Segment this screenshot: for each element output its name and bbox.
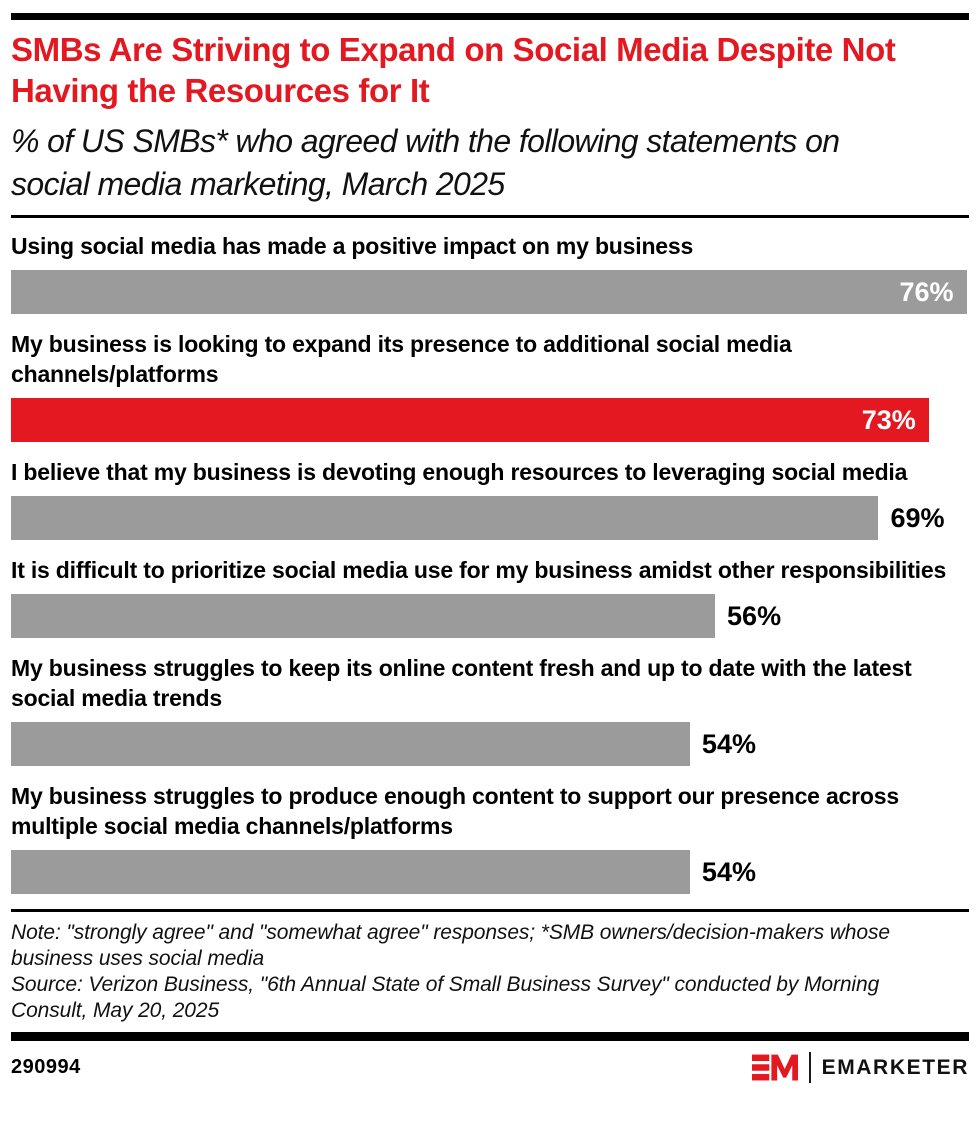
bar-row: My business struggles to produce enough … (11, 781, 969, 894)
bar (11, 722, 690, 766)
bar-label: Using social media has made a positive i… (11, 233, 694, 259)
bar (11, 496, 879, 540)
footnotes: Note: "strongly agree" and "somewhat agr… (11, 920, 923, 1024)
chart-page: SMBs Are Striving to Expand on Social Me… (0, 13, 980, 1137)
bar: 76% (11, 270, 967, 314)
bar-label: My business struggles to keep its online… (11, 655, 912, 711)
bar-label: I believe that my business is devoting e… (11, 459, 908, 485)
emarketer-logo: EMARKETER (751, 1052, 969, 1083)
footer: 290994 EMARKETER (11, 1052, 969, 1083)
bar-row: My business is looking to expand its pre… (11, 329, 969, 442)
bar-track: 69% (11, 496, 969, 540)
emarketer-wordmark: EMARKETER (821, 1055, 969, 1079)
chart-bottom-divider (11, 909, 969, 912)
bar-track: 54% (11, 722, 969, 766)
note-text: Note: "strongly agree" and "somewhat agr… (11, 921, 890, 970)
footer-rule (11, 1032, 969, 1041)
bar-track: 54% (11, 850, 969, 894)
chart-id: 290994 (11, 1056, 81, 1078)
bar-row: My business struggles to keep its online… (11, 653, 969, 766)
logo-divider (808, 1052, 811, 1083)
bar (11, 594, 716, 638)
bar-chart: Using social media has made a positive i… (11, 231, 969, 894)
bar-track: 56% (11, 594, 969, 638)
bar-value-label: 73% (861, 404, 916, 435)
source-text: Source: Verizon Business, "6th Annual St… (11, 973, 880, 1022)
bar-value-label: 54% (701, 856, 756, 887)
emarketer-logo-icon (751, 1054, 798, 1081)
bar-label: My business is looking to expand its pre… (11, 331, 792, 387)
bar: 73% (11, 398, 929, 442)
bar-value-label: 56% (727, 600, 782, 631)
bar-label: It is difficult to prioritize social med… (11, 557, 947, 583)
bar-track: 76% (11, 270, 969, 314)
page-subtitle: % of US SMBs* who agreed with the follow… (11, 123, 840, 202)
bar-row: Using social media has made a positive i… (11, 231, 969, 314)
top-rule (11, 13, 969, 20)
bar-label: My business struggles to produce enough … (11, 783, 899, 839)
bar-value-label: 54% (701, 728, 756, 759)
bar-value-label: 69% (890, 502, 945, 533)
bar-value-label: 76% (899, 276, 954, 307)
header-divider (11, 215, 969, 218)
page-title: SMBs Are Striving to Expand on Social Me… (11, 31, 896, 109)
bar-row: It is difficult to prioritize social med… (11, 555, 969, 638)
bar (11, 850, 690, 894)
bar-track: 73% (11, 398, 969, 442)
bar-row: I believe that my business is devoting e… (11, 457, 969, 540)
